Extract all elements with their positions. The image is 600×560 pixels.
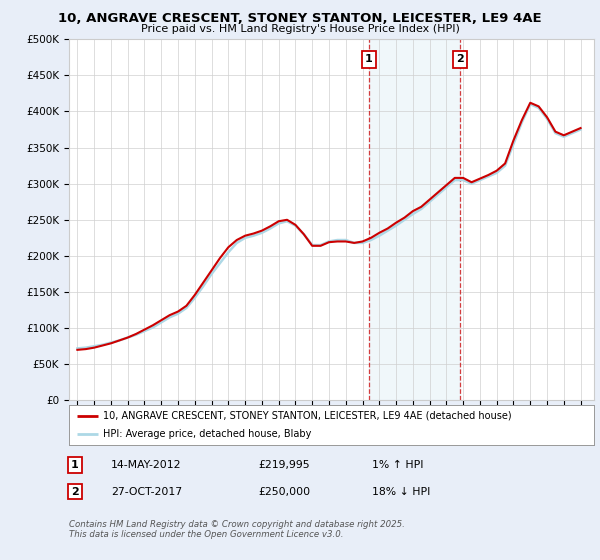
Text: 18% ↓ HPI: 18% ↓ HPI — [372, 487, 430, 497]
Text: £219,995: £219,995 — [258, 460, 310, 470]
Text: 10, ANGRAVE CRESCENT, STONEY STANTON, LEICESTER, LE9 4AE: 10, ANGRAVE CRESCENT, STONEY STANTON, LE… — [58, 12, 542, 25]
Text: 1: 1 — [365, 54, 373, 64]
Bar — [369, 39, 460, 400]
Text: 27-OCT-2017: 27-OCT-2017 — [111, 487, 182, 497]
Text: 2: 2 — [71, 487, 79, 497]
Text: HPI: Average price, detached house, Blaby: HPI: Average price, detached house, Blab… — [103, 430, 311, 439]
Text: £250,000: £250,000 — [258, 487, 310, 497]
Text: 1: 1 — [71, 460, 79, 470]
Text: Contains HM Land Registry data © Crown copyright and database right 2025.
This d: Contains HM Land Registry data © Crown c… — [69, 520, 405, 539]
Text: 1% ↑ HPI: 1% ↑ HPI — [372, 460, 424, 470]
Text: Price paid vs. HM Land Registry's House Price Index (HPI): Price paid vs. HM Land Registry's House … — [140, 24, 460, 34]
Text: 10, ANGRAVE CRESCENT, STONEY STANTON, LEICESTER, LE9 4AE (detached house): 10, ANGRAVE CRESCENT, STONEY STANTON, LE… — [103, 411, 512, 421]
Text: 2: 2 — [456, 54, 464, 64]
Text: 14-MAY-2012: 14-MAY-2012 — [111, 460, 182, 470]
